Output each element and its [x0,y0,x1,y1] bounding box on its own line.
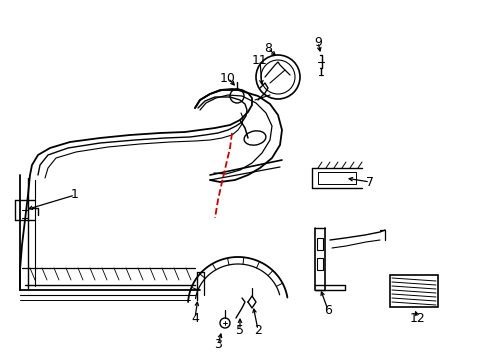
Text: 2: 2 [254,324,262,337]
Bar [316,258,323,270]
Text: 1: 1 [71,189,79,202]
Text: 3: 3 [214,338,222,351]
Text: 6: 6 [324,303,331,316]
Text: 4: 4 [191,311,199,324]
Text: 5: 5 [236,324,244,337]
Text: 10: 10 [220,72,235,85]
Text: 12: 12 [409,311,425,324]
Bar [389,275,437,307]
Text: 7: 7 [365,175,373,189]
Text: 9: 9 [313,36,321,49]
Text: 11: 11 [252,54,267,67]
Bar [316,238,323,250]
Text: 8: 8 [264,41,271,54]
